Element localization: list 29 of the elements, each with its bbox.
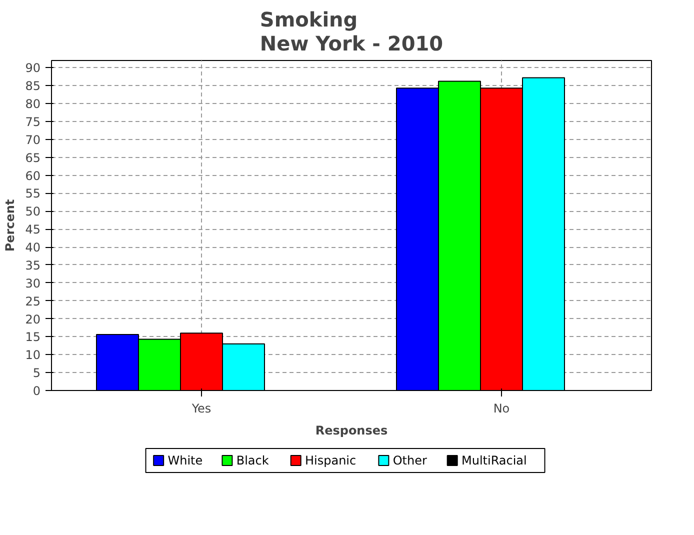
legend-label: White [168,454,203,468]
legend-label: Other [392,454,427,468]
legend-label: MultiRacial [461,454,527,468]
legend-label: Black [236,454,269,468]
y-tick-label: 35 [25,258,41,272]
x-axis-title: Responses [315,424,388,438]
x-tick-label: Yes [190,402,212,416]
y-tick-label: 50 [25,204,41,219]
y-tick-label: 55 [25,186,41,201]
y-tick-label: 15 [25,330,41,344]
y-tick-label: 25 [25,294,41,308]
y-tick-label: 70 [25,132,41,147]
chart-title: Smoking New York - 2010 [260,8,444,56]
y-tick-label: 60 [25,168,41,183]
y-tick-label: 85 [25,79,41,94]
y-tick-label: 75 [25,114,41,129]
y-tick-label: 90 [25,61,41,76]
legend-label: Hispanic [304,454,356,468]
y-tick-label: 5 [32,366,41,380]
y-tick-label: 10 [25,348,41,362]
x-tick-label: No [493,402,510,416]
y-tick-label: 30 [25,276,41,290]
y-tick-label: 20 [25,312,41,326]
y-axis-title: Percent [3,199,18,252]
y-tick-label: 0 [32,384,41,398]
y-tick-label: 80 [25,97,41,112]
y-tick-label: 40 [25,240,41,255]
y-tick-label: 65 [25,150,41,165]
y-tick-label: 45 [25,222,41,237]
